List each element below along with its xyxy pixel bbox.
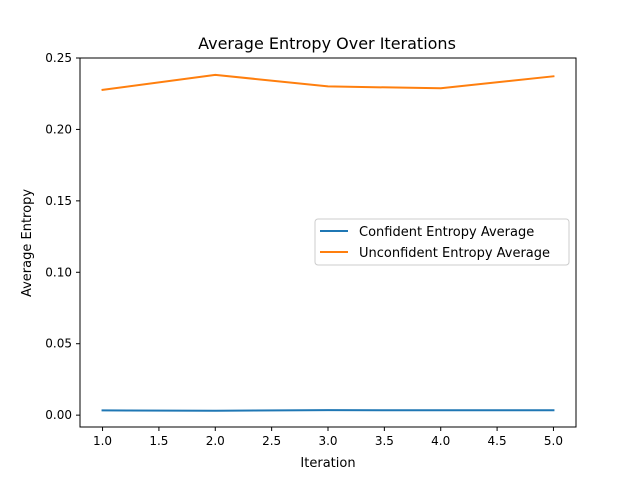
- series-line-confident: [101, 409, 555, 412]
- y-tick-label: 0.00: [45, 408, 72, 422]
- y-axis-ticks: 0.00 0.05 0.10 0.15 0.20 0.25: [45, 51, 80, 422]
- x-axis-label: Iteration: [300, 456, 355, 471]
- x-tick-label: 4.0: [431, 434, 450, 448]
- y-axis-label: Average Entropy: [20, 189, 35, 297]
- x-tick-label: 3.0: [318, 434, 337, 448]
- x-tick-label: 2.5: [262, 434, 281, 448]
- x-tick-label: 1.5: [149, 434, 168, 448]
- x-tick-label: 1.0: [93, 434, 112, 448]
- x-tick-label: 3.5: [375, 434, 394, 448]
- x-axis-ticks: 1.0 1.5 2.0 2.5 3.0 3.5 4.0 4.5 5.0: [93, 427, 563, 448]
- x-tick-label: 5.0: [544, 434, 563, 448]
- legend-label-confident: Confident Entropy Average: [359, 225, 534, 240]
- series-line-unconfident: [101, 73, 555, 91]
- legend-label-unconfident: Unconfident Entropy Average: [359, 246, 550, 261]
- y-tick-label: 0.05: [45, 337, 72, 351]
- chart-title: Average Entropy Over Iterations: [198, 34, 456, 53]
- y-tick-label: 0.10: [45, 265, 72, 279]
- legend: Confident Entropy Average Unconfident En…: [314, 218, 570, 266]
- legend-frame: [314, 218, 570, 266]
- y-tick-label: 0.15: [45, 194, 72, 208]
- y-tick-label: 0.20: [45, 122, 72, 136]
- y-tick-label: 0.25: [45, 51, 72, 65]
- x-tick-label: 2.0: [206, 434, 225, 448]
- plot-area: [101, 73, 555, 412]
- axes-frame: [79, 57, 577, 428]
- x-tick-label: 4.5: [488, 434, 507, 448]
